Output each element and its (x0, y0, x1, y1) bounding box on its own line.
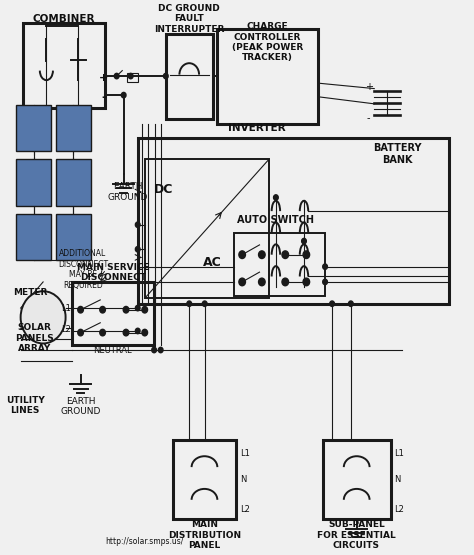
Text: DC: DC (154, 183, 173, 196)
Text: EARTH
GROUND: EARTH GROUND (107, 183, 147, 202)
Bar (23, 23, 105, 108)
Circle shape (142, 329, 147, 336)
Text: NEUTRAL: NEUTRAL (92, 346, 131, 355)
Bar (218, 29, 318, 124)
Bar (138, 138, 449, 304)
Circle shape (142, 306, 147, 313)
Text: L1: L1 (394, 449, 404, 458)
Circle shape (202, 301, 207, 306)
Circle shape (258, 251, 265, 259)
Text: BATTERY
BANK: BATTERY BANK (374, 143, 422, 165)
Circle shape (152, 347, 156, 353)
Text: UTILITY
LINES: UTILITY LINES (6, 396, 45, 415)
Circle shape (164, 73, 168, 79)
Text: http://solar.smps.us/: http://solar.smps.us/ (106, 537, 184, 546)
Text: SOLAR
PANELS
ARRAY: SOLAR PANELS ARRAY (15, 323, 54, 353)
Text: AC: AC (203, 256, 222, 269)
Bar (16, 214, 51, 260)
Circle shape (187, 301, 191, 306)
Bar (16, 105, 51, 151)
Text: L1: L1 (62, 304, 72, 312)
Circle shape (136, 328, 140, 334)
Circle shape (158, 347, 163, 353)
Text: COMBINER: COMBINER (33, 14, 95, 24)
Circle shape (323, 264, 328, 269)
Text: EARTH
GROUND: EARTH GROUND (60, 397, 101, 416)
Circle shape (348, 301, 353, 306)
Circle shape (239, 251, 246, 259)
Circle shape (303, 251, 310, 259)
Bar (128, 73, 138, 82)
Circle shape (100, 329, 105, 336)
Bar (166, 34, 213, 119)
Bar (56, 159, 91, 206)
Circle shape (100, 306, 105, 313)
Bar (72, 282, 154, 345)
Circle shape (128, 73, 133, 79)
Text: -: - (367, 114, 370, 124)
Circle shape (121, 92, 126, 98)
Circle shape (303, 278, 310, 286)
Bar (145, 159, 269, 298)
Circle shape (258, 278, 265, 286)
Circle shape (239, 278, 246, 286)
Bar (173, 440, 236, 519)
Circle shape (114, 73, 119, 79)
Circle shape (78, 306, 83, 313)
Text: AUTO SWITCH: AUTO SWITCH (237, 215, 314, 225)
Text: ADDITIONAL
DISCONNECT
MAY BE
REQUIRED: ADDITIONAL DISCONNECT MAY BE REQUIRED (58, 249, 108, 290)
Text: MAIN SERVICE
DISCONNECT: MAIN SERVICE DISCONNECT (76, 263, 149, 282)
Circle shape (136, 305, 140, 311)
Text: L2: L2 (62, 325, 72, 334)
Bar (16, 159, 51, 206)
Text: DC GROUND
FAULT
INTERRUPTER: DC GROUND FAULT INTERRUPTER (154, 4, 224, 34)
Circle shape (301, 238, 306, 244)
Bar (56, 105, 91, 151)
Text: -: - (101, 92, 107, 104)
Circle shape (78, 329, 83, 336)
Circle shape (136, 222, 140, 228)
Text: L2: L2 (394, 504, 404, 513)
Circle shape (136, 246, 140, 252)
Bar (234, 233, 325, 296)
Bar (56, 214, 91, 260)
Text: +: + (100, 73, 109, 83)
Circle shape (21, 291, 65, 344)
Text: SUB-PANEL
FOR ESSENTIAL
CIRCUITS: SUB-PANEL FOR ESSENTIAL CIRCUITS (317, 520, 396, 550)
Text: L2: L2 (240, 504, 250, 513)
Circle shape (330, 301, 335, 306)
Text: INVERTER: INVERTER (228, 123, 286, 133)
Text: N: N (240, 475, 246, 484)
Circle shape (273, 195, 278, 200)
Text: +: + (365, 82, 373, 92)
Text: N: N (394, 475, 401, 484)
Text: METER: METER (13, 288, 47, 297)
Text: L1: L1 (240, 449, 250, 458)
Bar (323, 440, 391, 519)
Circle shape (282, 278, 289, 286)
Circle shape (123, 306, 129, 313)
Text: MAIN
DISTRIBUTION
PANEL: MAIN DISTRIBUTION PANEL (168, 520, 241, 550)
Circle shape (323, 279, 328, 285)
Text: CHARGE
CONTROLLER
(PEAK POWER
TRACKER): CHARGE CONTROLLER (PEAK POWER TRACKER) (232, 22, 303, 62)
Circle shape (123, 329, 129, 336)
Circle shape (282, 251, 289, 259)
